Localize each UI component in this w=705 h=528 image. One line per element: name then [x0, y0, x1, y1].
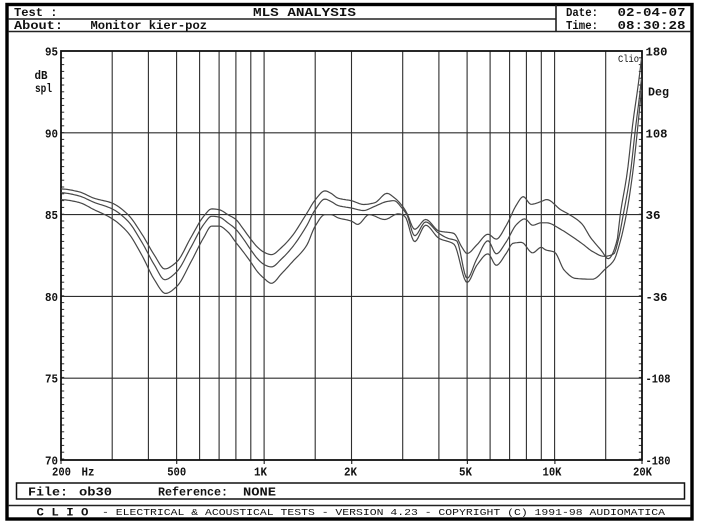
svg-text:108: 108 — [646, 127, 668, 141]
svg-text:ob30: ob30 — [79, 486, 112, 500]
svg-text:70: 70 — [45, 455, 58, 469]
svg-text:Monitor kier-poz: Monitor kier-poz — [91, 19, 208, 33]
svg-text:- ELECTRICAL & ACOUSTICAL TES: - ELECTRICAL & ACOUSTICAL TESTS - VERSIO… — [102, 508, 666, 518]
svg-text:20K: 20K — [633, 466, 653, 480]
svg-text:Clio: Clio — [618, 54, 639, 66]
svg-text:75: 75 — [45, 373, 58, 387]
svg-text:Time:: Time: — [566, 19, 598, 33]
svg-text:-36: -36 — [646, 291, 668, 305]
svg-text:08:30:28: 08:30:28 — [618, 19, 686, 33]
svg-text:180: 180 — [646, 46, 668, 60]
svg-text:C L I O: C L I O — [37, 508, 89, 520]
svg-text:5K: 5K — [459, 466, 473, 480]
svg-text:MLS ANALYSIS: MLS ANALYSIS — [253, 6, 356, 20]
svg-text:Date:: Date: — [566, 6, 598, 20]
svg-text:2K: 2K — [344, 466, 358, 480]
svg-text:80: 80 — [45, 291, 58, 305]
svg-text:Reference:: Reference: — [158, 486, 228, 500]
svg-text:500: 500 — [167, 466, 186, 480]
svg-text:200: 200 — [52, 466, 71, 480]
svg-text:dB: dB — [35, 69, 48, 83]
svg-text:90: 90 — [45, 127, 58, 141]
svg-text:02-04-07: 02-04-07 — [618, 6, 686, 20]
svg-text:Test :: Test : — [14, 6, 58, 20]
svg-text:95: 95 — [45, 46, 58, 60]
svg-text:-108: -108 — [646, 373, 671, 387]
svg-text:85: 85 — [45, 209, 58, 223]
svg-text:Hz: Hz — [82, 466, 95, 480]
svg-text:36: 36 — [646, 209, 661, 223]
svg-text:About:: About: — [14, 19, 63, 33]
svg-text:1K: 1K — [254, 466, 268, 480]
svg-text:10K: 10K — [543, 466, 563, 480]
svg-text:NONE: NONE — [243, 486, 276, 500]
svg-text:File:: File: — [28, 486, 68, 500]
svg-text:spl: spl — [35, 82, 52, 96]
svg-text:Deg: Deg — [648, 86, 669, 100]
svg-text:-180: -180 — [646, 455, 671, 469]
